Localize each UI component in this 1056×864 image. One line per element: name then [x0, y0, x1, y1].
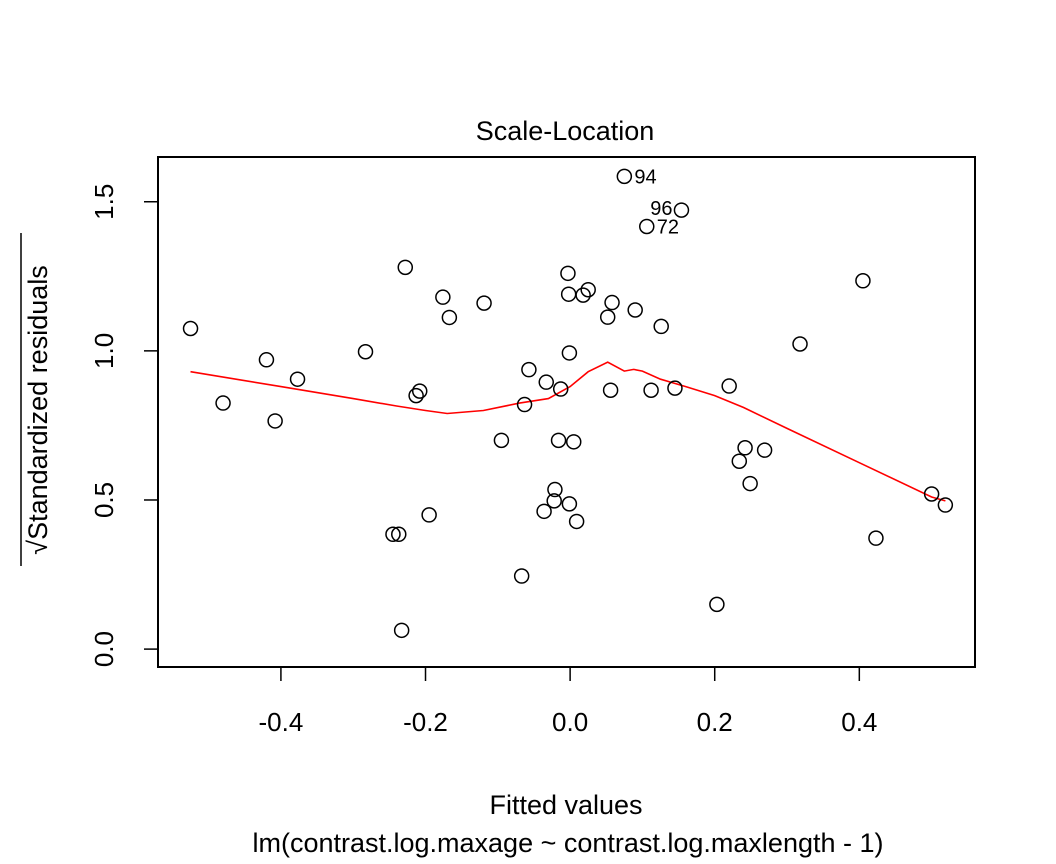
data-point	[391, 526, 407, 543]
data-point	[493, 432, 510, 449]
data-point	[673, 202, 690, 218]
data-point	[599, 309, 616, 325]
data-point	[441, 309, 458, 326]
data-point	[547, 481, 563, 498]
smooth-line-group	[190, 361, 946, 502]
x-axis-label: Fitted values	[489, 790, 642, 820]
x-tick-label: 0.0	[552, 707, 588, 737]
data-point	[552, 381, 569, 397]
data-point	[792, 336, 808, 352]
data-point	[653, 318, 669, 335]
data-point	[560, 265, 576, 282]
data-point	[411, 383, 428, 399]
data-point	[397, 259, 414, 276]
plot-frame	[157, 156, 976, 668]
y-axis-label-group: √Standardized residuals	[20, 233, 53, 566]
x-tick-label: 0.2	[697, 707, 733, 737]
data-point	[561, 496, 578, 512]
y-tick-label: 1.0	[89, 333, 119, 369]
data-point	[385, 526, 401, 543]
chart-title: Scale-Location	[476, 116, 655, 146]
data-point	[393, 622, 410, 639]
data-point	[357, 344, 374, 360]
data-point	[408, 387, 424, 404]
data-point	[923, 486, 940, 502]
x-tick-label: 0.4	[841, 707, 877, 737]
data-point	[568, 513, 585, 530]
data-point	[643, 382, 659, 398]
points-group	[182, 168, 954, 639]
data-point	[737, 440, 753, 456]
y-axis: 0.0 0.5 1.0 1.5	[89, 184, 159, 667]
model-formula-label: lm(contrast.log.maxage ~ contrast.log.ma…	[252, 828, 883, 858]
data-point	[536, 503, 552, 520]
data-point	[742, 475, 758, 492]
data-point	[550, 432, 567, 449]
y-tick-label: 0.5	[89, 482, 119, 518]
data-point	[731, 453, 748, 469]
point-label: 72	[657, 216, 679, 238]
data-point	[604, 294, 620, 311]
smooth-line	[190, 361, 946, 502]
y-tick-label: 1.5	[89, 184, 119, 220]
data-point	[616, 168, 633, 185]
data-point	[855, 273, 871, 289]
data-point	[182, 320, 199, 337]
data-point	[560, 286, 577, 302]
data-point	[267, 413, 283, 429]
data-point	[538, 374, 555, 390]
data-point	[709, 596, 725, 613]
data-point	[575, 287, 591, 303]
data-point	[521, 361, 537, 378]
data-point	[215, 395, 231, 411]
data-point	[289, 371, 306, 387]
x-axis: -0.4 -0.2 0.0 0.2 0.4	[259, 666, 877, 737]
data-point	[602, 382, 619, 398]
y-axis-label: Standardized residuals	[23, 265, 53, 540]
data-point	[435, 289, 451, 305]
x-tick-label: -0.4	[259, 707, 304, 737]
data-point	[937, 497, 954, 513]
data-point	[756, 442, 773, 458]
data-point	[421, 507, 437, 523]
x-tick-label: -0.2	[403, 707, 448, 737]
point-label: 94	[634, 166, 656, 188]
y-tick-label: 0.0	[89, 631, 119, 667]
data-point	[667, 380, 683, 396]
data-point	[561, 345, 578, 361]
svg-text:√Standardized residuals: √Standardized residuals	[23, 265, 53, 555]
data-point	[565, 434, 582, 450]
y-axis-label-prefix: √	[23, 540, 53, 555]
data-point	[639, 218, 655, 235]
data-point	[513, 568, 530, 584]
data-point	[258, 352, 275, 368]
data-point	[627, 302, 643, 318]
data-point	[516, 396, 533, 413]
point-label: 96	[650, 198, 672, 220]
data-point	[721, 378, 737, 394]
data-point	[546, 493, 562, 509]
data-point	[476, 295, 492, 311]
data-point	[868, 530, 884, 546]
data-point	[580, 281, 596, 298]
